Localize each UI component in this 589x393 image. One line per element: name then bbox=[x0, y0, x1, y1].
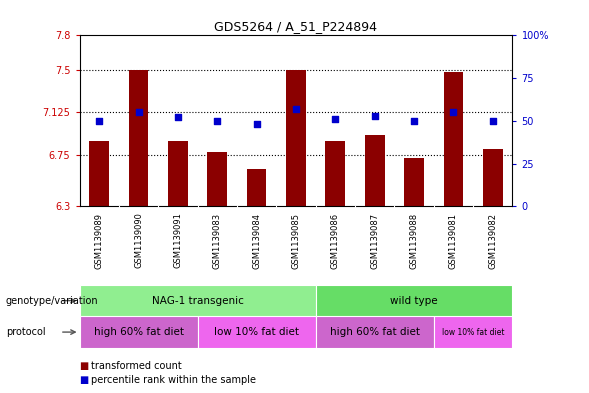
Bar bbox=[444, 72, 463, 206]
Bar bbox=[326, 141, 345, 206]
Bar bbox=[197, 316, 316, 348]
Bar bbox=[365, 134, 385, 206]
Bar bbox=[316, 316, 434, 348]
Bar bbox=[316, 285, 512, 316]
Text: GSM1139090: GSM1139090 bbox=[134, 213, 143, 268]
Point bbox=[213, 118, 222, 124]
Bar bbox=[483, 149, 502, 206]
Text: protocol: protocol bbox=[6, 327, 45, 337]
Bar bbox=[80, 316, 197, 348]
Text: GSM1139089: GSM1139089 bbox=[95, 213, 104, 268]
Text: wild type: wild type bbox=[391, 296, 438, 306]
Text: low 10% fat diet: low 10% fat diet bbox=[442, 328, 504, 336]
Point bbox=[252, 121, 262, 127]
Bar bbox=[207, 152, 227, 206]
Point bbox=[488, 118, 498, 124]
Bar bbox=[168, 141, 188, 206]
Bar bbox=[247, 169, 266, 206]
Text: GSM1139086: GSM1139086 bbox=[331, 213, 340, 269]
Text: high 60% fat diet: high 60% fat diet bbox=[330, 327, 420, 337]
Point bbox=[449, 109, 458, 116]
Point bbox=[409, 118, 419, 124]
Title: GDS5264 / A_51_P224894: GDS5264 / A_51_P224894 bbox=[214, 20, 378, 33]
Point bbox=[134, 109, 143, 116]
Text: genotype/variation: genotype/variation bbox=[6, 296, 98, 306]
Text: GSM1139082: GSM1139082 bbox=[488, 213, 497, 268]
Text: GSM1139085: GSM1139085 bbox=[292, 213, 300, 268]
Text: high 60% fat diet: high 60% fat diet bbox=[94, 327, 184, 337]
Bar bbox=[90, 141, 109, 206]
Bar bbox=[129, 70, 148, 206]
Text: GSM1139083: GSM1139083 bbox=[213, 213, 222, 269]
Bar bbox=[80, 285, 316, 316]
Text: GSM1139084: GSM1139084 bbox=[252, 213, 261, 268]
Point bbox=[370, 112, 379, 119]
Text: GSM1139091: GSM1139091 bbox=[173, 213, 183, 268]
Text: NAG-1 transgenic: NAG-1 transgenic bbox=[151, 296, 243, 306]
Text: ■: ■ bbox=[80, 361, 89, 371]
Text: transformed count: transformed count bbox=[91, 361, 182, 371]
Text: GSM1139081: GSM1139081 bbox=[449, 213, 458, 268]
Point bbox=[94, 118, 104, 124]
Point bbox=[173, 114, 183, 121]
Text: GSM1139088: GSM1139088 bbox=[409, 213, 419, 269]
Point bbox=[330, 116, 340, 122]
Bar bbox=[404, 158, 424, 206]
Bar bbox=[434, 316, 512, 348]
Text: ■: ■ bbox=[80, 375, 89, 386]
Bar bbox=[286, 70, 306, 206]
Text: percentile rank within the sample: percentile rank within the sample bbox=[91, 375, 256, 386]
Text: low 10% fat diet: low 10% fat diet bbox=[214, 327, 299, 337]
Point bbox=[291, 106, 300, 112]
Text: GSM1139087: GSM1139087 bbox=[370, 213, 379, 269]
